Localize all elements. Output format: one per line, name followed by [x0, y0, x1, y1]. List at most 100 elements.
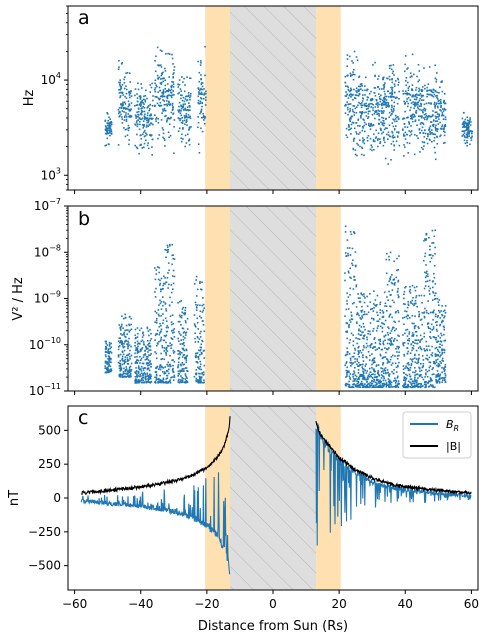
data-point [391, 78, 393, 80]
data-point [402, 117, 405, 119]
data-point [121, 84, 124, 86]
data-point [348, 55, 351, 58]
data-point [396, 96, 398, 99]
data-point [136, 147, 139, 150]
data-point [138, 329, 141, 332]
data-point [377, 379, 379, 381]
data-point [441, 112, 444, 114]
data-point [107, 129, 109, 131]
data-point [156, 102, 159, 105]
data-point [423, 259, 425, 262]
data-point [104, 125, 107, 127]
data-point [423, 294, 426, 297]
data-point [138, 342, 140, 345]
data-point [409, 369, 411, 371]
data-point [441, 80, 443, 82]
data-point [428, 380, 430, 382]
data-point [428, 66, 431, 68]
data-point [394, 377, 396, 380]
data-point [377, 132, 380, 134]
data-point [160, 83, 163, 85]
data-point [367, 332, 369, 335]
data-point [365, 111, 367, 114]
data-point [196, 379, 198, 381]
data-point [391, 78, 393, 81]
data-point [358, 93, 361, 95]
data-point [397, 380, 400, 382]
data-point [414, 94, 417, 97]
data-point [420, 105, 422, 107]
data-point [181, 377, 183, 379]
data-point [353, 355, 355, 358]
data-point [431, 373, 434, 376]
data-point [160, 379, 162, 382]
data-point [169, 382, 172, 384]
data-point [119, 85, 121, 87]
data-point [146, 367, 149, 370]
data-point [200, 376, 203, 378]
data-point [434, 127, 437, 130]
data-point [369, 128, 372, 130]
data-point [440, 106, 442, 108]
data-point [107, 367, 109, 370]
data-point [162, 136, 164, 139]
data-point [408, 338, 410, 340]
data-point [372, 139, 375, 141]
data-point [172, 288, 174, 290]
data-point [347, 113, 349, 116]
data-point [144, 99, 147, 101]
data-point [389, 278, 391, 281]
data-point [441, 313, 443, 316]
data-point [144, 129, 146, 132]
data-point [390, 364, 393, 366]
y-tick-label: 103 [41, 166, 61, 182]
data-point [372, 318, 375, 321]
data-point [110, 370, 112, 373]
data-point [350, 233, 353, 236]
data-point [440, 362, 442, 364]
data-point [169, 342, 171, 344]
data-point [169, 296, 171, 299]
data-point [425, 275, 428, 277]
data-point [177, 117, 180, 119]
data-point [141, 124, 144, 126]
data-point [433, 123, 435, 126]
data-point [352, 147, 355, 150]
data-point [136, 111, 138, 113]
data-point [123, 78, 125, 81]
data-point [142, 127, 145, 129]
data-point [411, 95, 413, 98]
data-point [426, 348, 428, 351]
data-point [432, 95, 435, 98]
data-point [404, 63, 406, 66]
data-point [161, 92, 163, 94]
data-point [184, 98, 187, 100]
data-point [422, 99, 425, 101]
data-point [149, 84, 151, 86]
data-point [151, 146, 153, 148]
data-point [137, 370, 139, 373]
data-point [389, 358, 392, 361]
data-point [441, 124, 444, 126]
data-point [419, 345, 421, 348]
data-point [349, 72, 352, 75]
data-point [426, 311, 428, 314]
data-point [431, 352, 434, 354]
data-point [124, 135, 127, 138]
data-point [195, 356, 197, 359]
data-point [160, 66, 163, 68]
data-point [395, 80, 397, 82]
data-point [463, 132, 466, 134]
data-point [140, 113, 142, 116]
data-point [140, 138, 143, 140]
data-point [159, 284, 161, 286]
data-point [383, 291, 386, 294]
data-point [159, 302, 162, 305]
data-point [404, 332, 406, 335]
data-point [368, 367, 371, 370]
data-point [164, 67, 166, 70]
data-point [134, 337, 137, 340]
data-point [372, 124, 375, 126]
data-point [104, 354, 107, 356]
data-point [178, 91, 180, 94]
